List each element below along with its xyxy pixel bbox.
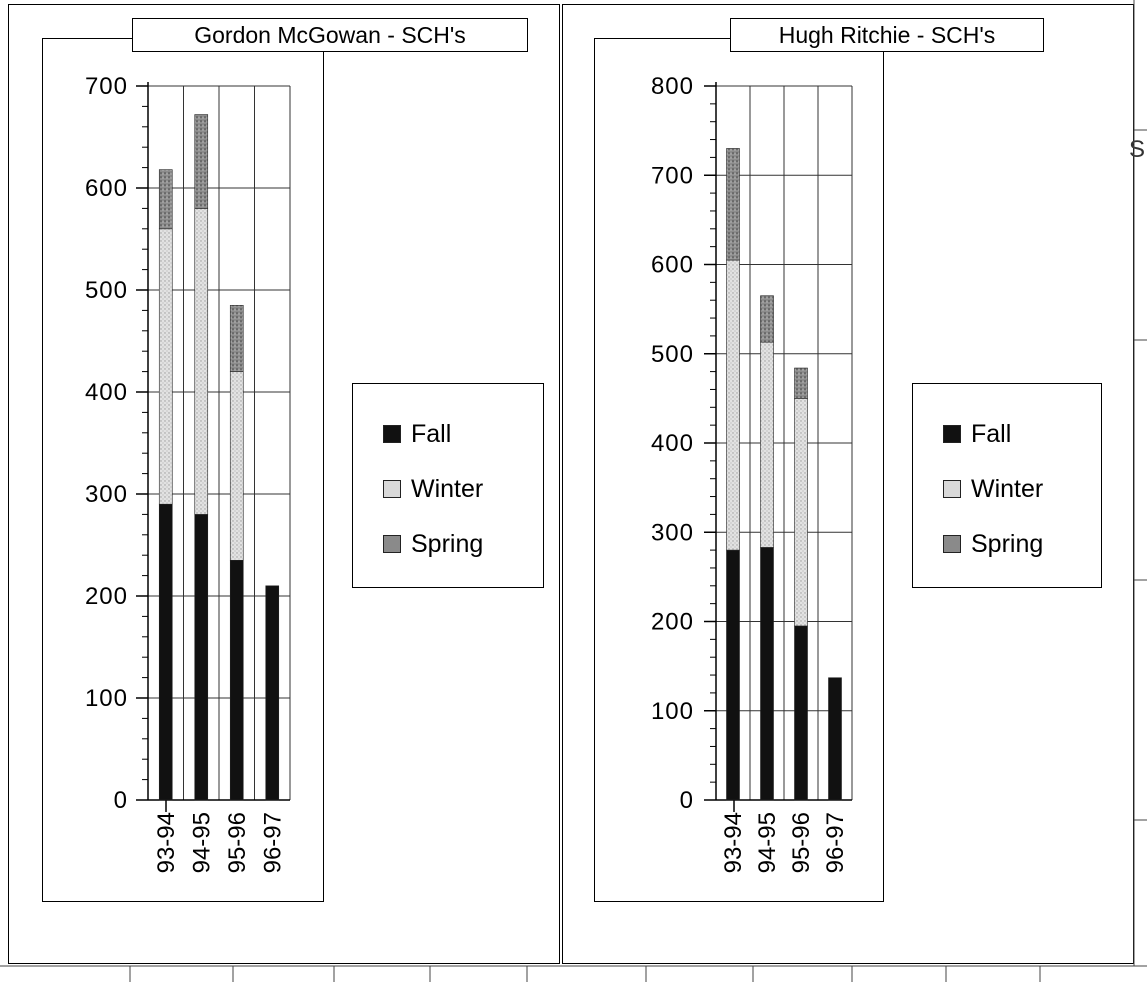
x-category-label: 95-96 — [788, 812, 815, 873]
x-category-label: 95-96 — [224, 812, 251, 873]
bar-segment-fall — [794, 625, 808, 801]
sheet-gridlines-right — [1133, 0, 1147, 966]
legend-label-winter: Winter — [411, 474, 484, 503]
bar-segment-fall — [158, 503, 173, 801]
legend-label-fall: Fall — [971, 419, 1012, 448]
y-tick-label: 500 — [651, 341, 694, 368]
spring-swatch-icon — [943, 535, 961, 553]
bar-segment-spring — [760, 295, 774, 343]
bar-segment-fall — [229, 559, 244, 801]
legend-item-fall: Fall — [383, 419, 452, 448]
legend-item-winter: Winter — [383, 474, 484, 503]
bar-segment-winter — [158, 228, 173, 505]
legend-label-winter: Winter — [971, 474, 1044, 503]
y-tick-label: 300 — [85, 481, 128, 508]
sheet-gridlines-bottom — [0, 965, 1147, 982]
chart-title-left: Gordon McGowan - SCH's — [132, 18, 528, 52]
y-tick-label: 0 — [680, 787, 694, 814]
y-tick-label: 700 — [85, 73, 128, 100]
spring-swatch-icon — [383, 535, 401, 553]
x-category-label: 93-94 — [153, 812, 180, 873]
bar-segment-fall — [726, 549, 740, 801]
bar-segment-winter — [794, 398, 808, 627]
bar-segment-spring — [726, 148, 740, 261]
fall-swatch-icon — [383, 425, 401, 443]
y-tick-label: 500 — [85, 277, 128, 304]
legend-item-winter: Winter — [943, 474, 1044, 503]
bar-segment-spring — [158, 169, 173, 230]
legend-label-fall: Fall — [411, 419, 452, 448]
y-tick-label: 700 — [651, 162, 694, 189]
legend-label-spring: Spring — [411, 529, 484, 558]
y-tick-label: 200 — [651, 609, 694, 636]
bar-segment-winter — [229, 371, 244, 561]
y-tick-label: 600 — [651, 252, 694, 279]
legend-right: Fall Winter Spring — [912, 383, 1102, 588]
bar-segment-fall — [265, 585, 280, 801]
x-category-label: 96-97 — [259, 812, 286, 873]
bar-segment-fall — [828, 677, 842, 801]
bar-segment-fall — [194, 514, 209, 801]
winter-swatch-icon — [943, 480, 961, 498]
x-category-label: 96-97 — [822, 812, 849, 873]
y-tick-label: 600 — [85, 175, 128, 202]
bar-segment-winter — [726, 259, 740, 551]
y-tick-label: 100 — [651, 698, 694, 725]
x-category-label: 94-95 — [188, 812, 215, 873]
bar-segment-fall — [760, 547, 774, 801]
bar-segment-winter — [194, 208, 209, 515]
legend-label-spring: Spring — [971, 529, 1044, 558]
bar-segment-winter — [760, 341, 774, 548]
y-tick-label: 800 — [651, 73, 694, 100]
y-tick-label: 400 — [85, 379, 128, 406]
y-tick-label: 300 — [651, 519, 694, 546]
y-tick-label: 100 — [85, 685, 128, 712]
x-category-label: 94-95 — [754, 812, 781, 873]
bar-segment-spring — [194, 114, 209, 209]
legend-item-fall: Fall — [943, 419, 1012, 448]
chart-title-right: Hugh Ritchie - SCH's — [730, 18, 1044, 52]
y-tick-label: 0 — [114, 787, 128, 814]
y-tick-label: 200 — [85, 583, 128, 610]
bar-segment-spring — [229, 304, 244, 372]
x-category-label: 93-94 — [720, 812, 747, 873]
stray-text: S — [1128, 136, 1145, 163]
y-tick-label: 400 — [651, 430, 694, 457]
legend-item-spring: Spring — [383, 529, 484, 558]
legend-left: Fall Winter Spring — [352, 383, 544, 588]
winter-swatch-icon — [383, 480, 401, 498]
legend-item-spring: Spring — [943, 529, 1044, 558]
fall-swatch-icon — [943, 425, 961, 443]
bar-segment-spring — [794, 367, 808, 399]
